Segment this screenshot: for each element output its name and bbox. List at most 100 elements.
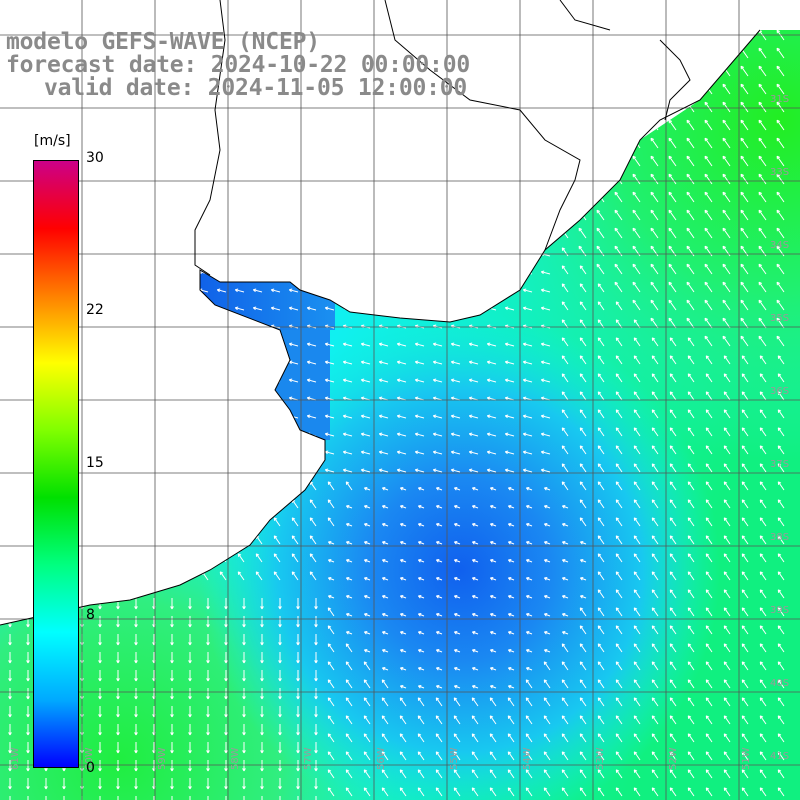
wind-arrow-head: [127, 324, 131, 327]
wind-arrow: [93, 535, 101, 545]
wind-arrow-head: [235, 468, 239, 471]
wind-arrow-head: [486, 271, 490, 275]
wind-arrow-head: [145, 468, 149, 471]
wind-arrow-head: [361, 306, 365, 309]
wind-arrow: [181, 217, 191, 221]
wind-arrow-head: [216, 217, 220, 221]
wind-arrow-head: [616, 355, 620, 358]
wind-arrow-head: [688, 535, 692, 538]
wind-arrow: [219, 517, 227, 527]
wind-arrow-head: [91, 414, 95, 417]
wind-arrow-head: [91, 396, 95, 399]
wind-arrow-head: [328, 697, 332, 700]
wind-arrow-head: [451, 270, 455, 273]
wind-arrow-head: [217, 198, 221, 201]
wind-arrow-head: [19, 198, 23, 201]
wind-arrow-head: [614, 83, 619, 86]
wind-arrow-head: [578, 47, 583, 50]
wind-arrow-head: [433, 288, 437, 291]
wind-arrow-head: [134, 696, 137, 700]
wind-arrow: [21, 535, 29, 545]
wind-arrow: [579, 355, 587, 365]
wind-arrow-head: [614, 155, 619, 158]
wind-arrow-head: [560, 47, 565, 50]
wind-arrow-head: [740, 155, 745, 158]
wind-arrow: [253, 145, 263, 149]
wind-arrow-head: [634, 571, 638, 574]
wind-arrow: [507, 697, 515, 707]
wind-arrow-head: [1, 90, 5, 93]
wind-arrow: [538, 198, 551, 203]
wind-arrow-head: [144, 109, 148, 113]
wind-arrow: [776, 119, 785, 131]
wind-arrow: [541, 289, 551, 293]
wind-arrow-head: [469, 162, 473, 165]
wind-arrow: [307, 289, 317, 293]
wind-arrow-head: [776, 227, 781, 230]
wind-arrow-head: [487, 450, 491, 453]
wind-arrow-head: [90, 109, 94, 113]
wind-arrow-head: [170, 696, 173, 700]
wind-arrow: [199, 181, 209, 185]
wind-arrow-head: [724, 355, 728, 358]
wind-arrow-head: [724, 409, 728, 412]
wind-arrow-head: [505, 270, 509, 273]
wind-arrow-head: [307, 252, 311, 255]
wind-arrow: [668, 101, 677, 113]
wind-arrow-head: [162, 307, 166, 311]
wind-arrow: [145, 379, 155, 383]
wind-arrow: [505, 181, 515, 185]
wind-arrow: [129, 481, 137, 491]
wind-arrow-head: [180, 469, 184, 473]
wind-arrow: [235, 235, 245, 239]
wind-arrow-head: [634, 355, 638, 358]
wind-arrow-head: [722, 47, 727, 50]
wind-arrow: [651, 589, 659, 599]
wind-arrow: [379, 181, 389, 185]
wind-arrow-head: [94, 481, 98, 484]
wind-arrow-head: [109, 234, 113, 237]
wind-arrow: [109, 145, 119, 149]
wind-arrow-head: [36, 91, 40, 95]
wind-arrow-head: [90, 361, 94, 365]
wind-arrow-head: [758, 227, 763, 230]
wind-arrow-head: [18, 343, 22, 347]
wind-arrow: [686, 281, 695, 293]
wind-arrow-head: [778, 643, 782, 646]
wind-arrow-head: [288, 451, 292, 455]
wind-arrow-head: [520, 71, 524, 74]
wind-arrow-head: [4, 499, 8, 502]
wind-arrow: [181, 109, 191, 113]
wind-arrow-head: [224, 696, 227, 700]
wind-arrow: [235, 145, 245, 149]
wind-arrow: [433, 451, 443, 455]
wind-arrow-head: [1, 234, 5, 237]
wind-arrow-head: [18, 397, 22, 401]
wind-arrow-head: [724, 391, 728, 394]
wind-arrow-head: [432, 217, 436, 221]
wind-arrow-head: [217, 270, 221, 273]
wind-arrow: [705, 445, 713, 455]
wind-arrow-head: [760, 643, 764, 646]
wind-arrow-head: [538, 161, 542, 164]
wind-arrow: [561, 247, 569, 257]
wind-arrow-head: [152, 696, 155, 700]
wind-arrow-head: [598, 337, 602, 340]
wind-arrow-head: [560, 173, 565, 176]
wind-arrow-head: [19, 306, 23, 309]
wind-arrow-head: [270, 415, 274, 419]
wind-arrow-head: [289, 324, 293, 327]
wind-arrow-head: [216, 361, 220, 365]
wind-arrow-head: [126, 127, 130, 131]
wind-arrow-head: [520, 35, 524, 38]
wind-arrow-head: [704, 137, 709, 140]
wind-arrow-head: [486, 163, 490, 167]
wind-arrow-head: [307, 198, 311, 201]
wind-arrow-head: [487, 144, 491, 147]
wind-arrow: [777, 553, 785, 563]
wind-arrow-head: [451, 378, 455, 381]
wind-arrow-head: [487, 270, 491, 273]
wind-arrow-head: [580, 337, 584, 340]
wind-arrow: [632, 83, 641, 95]
wind-arrow: [722, 209, 731, 221]
